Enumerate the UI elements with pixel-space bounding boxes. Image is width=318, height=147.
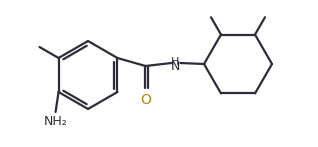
Text: H: H — [171, 57, 180, 67]
Text: NH₂: NH₂ — [44, 115, 67, 128]
Text: N: N — [171, 60, 180, 73]
Text: O: O — [140, 93, 151, 107]
